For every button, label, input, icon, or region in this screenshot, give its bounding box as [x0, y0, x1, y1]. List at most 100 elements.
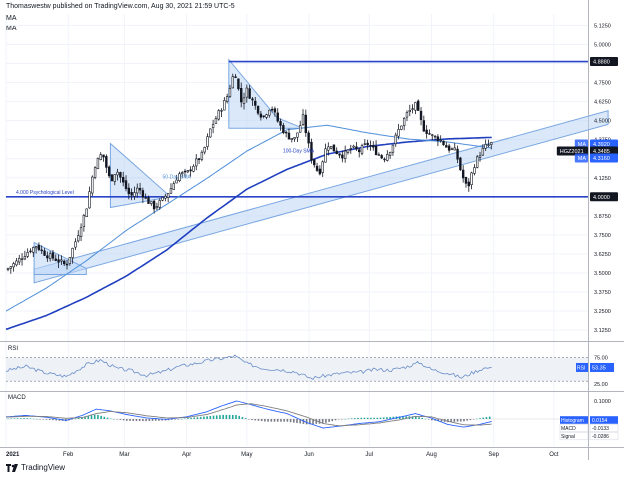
- macd-histogram-bar: [402, 416, 404, 419]
- macd-histogram-bar: [382, 417, 385, 419]
- macd-histogram-bar: [360, 417, 363, 419]
- macd-histogram-bar: [16, 418, 19, 419]
- macd-histogram-bar: [164, 419, 167, 421]
- macd-histogram-bar: [437, 419, 440, 422]
- candle-body: [172, 183, 175, 190]
- macd-histogram-bar: [321, 419, 324, 424]
- price-tag-value: 4.0000: [593, 195, 610, 201]
- candle-body: [54, 258, 57, 261]
- candle-body: [408, 109, 411, 113]
- ma-indicator-label[interactable]: MA: [6, 25, 17, 32]
- candle-body: [360, 145, 364, 154]
- sma50-label: 50-Day SMA: [163, 175, 192, 181]
- macd-histogram-bar: [292, 419, 295, 423]
- macd-histogram-bar: [32, 418, 35, 420]
- macd-histogram-bar: [215, 415, 218, 419]
- macd-histogram-bar: [174, 419, 176, 420]
- macd-histogram-bar: [36, 418, 38, 420]
- candle-body: [200, 151, 204, 160]
- macd-histogram-bar: [379, 417, 382, 419]
- macd-histogram-bar: [209, 415, 212, 419]
- macd-histogram-bar: [84, 416, 86, 419]
- macd-histogram-bar: [103, 416, 106, 419]
- macd-histogram-bar: [219, 415, 221, 419]
- time-axis-label: 2021: [6, 452, 20, 458]
- candle-body: [186, 170, 190, 173]
- rsi-title: RSI: [8, 346, 18, 352]
- rsi-tick-label: 25.00: [594, 382, 608, 388]
- time-axis-label: Sep: [488, 452, 499, 458]
- candle-body: [141, 190, 145, 198]
- macd-histogram-bar: [244, 418, 247, 419]
- macd-histogram-bar: [222, 414, 224, 419]
- macd-histogram-bar: [42, 419, 45, 420]
- macd-title: MACD: [8, 395, 26, 401]
- candle-body: [388, 151, 392, 156]
- macd-histogram-bar: [212, 415, 215, 419]
- candle-body: [341, 154, 344, 159]
- price-tag-value: 4.3160: [593, 156, 610, 162]
- price-tick-label: 4.7500: [594, 81, 611, 87]
- macd-histogram-bar: [363, 417, 366, 419]
- macd-histogram-bar: [138, 419, 141, 422]
- macd-histogram-bar: [193, 417, 196, 419]
- candle-body: [237, 78, 240, 90]
- macd-histogram-bar: [386, 417, 388, 419]
- candle-body: [290, 138, 293, 141]
- candle-body: [374, 145, 378, 155]
- time-axis-label: Feb: [63, 452, 74, 458]
- price-tick-label: 3.3750: [594, 290, 611, 296]
- candle-body: [386, 154, 389, 161]
- candle-body: [279, 121, 282, 126]
- candle-body: [358, 149, 361, 153]
- tradingview-logo[interactable]: TradingView: [6, 463, 65, 472]
- candle-body: [394, 134, 397, 145]
- candle-body: [175, 179, 178, 184]
- macd-histogram-bar: [347, 418, 350, 420]
- candle-body: [225, 96, 229, 102]
- macd-histogram-bar: [280, 419, 282, 422]
- price-tick-label: 3.5000: [594, 271, 611, 277]
- macd-histogram-bar: [177, 419, 179, 420]
- candle-body: [206, 136, 209, 147]
- tradingview-logo-text: TradingView: [21, 463, 66, 472]
- time-axis-label: Oct: [549, 452, 559, 458]
- candle-body: [88, 191, 91, 209]
- ma-indicator-label[interactable]: MA: [6, 15, 17, 22]
- candle-body: [481, 148, 485, 156]
- candle-body: [417, 100, 420, 111]
- macd-histogram-bar: [421, 417, 424, 419]
- candle-body: [57, 259, 60, 263]
- macd-histogram-bar: [183, 418, 186, 419]
- macd-histogram-bar: [254, 419, 257, 421]
- candle-body: [276, 112, 279, 122]
- candle-body: [310, 141, 313, 161]
- candle-body: [231, 76, 234, 89]
- candle-body: [9, 266, 13, 269]
- rsi-tag-label-box: [576, 362, 588, 372]
- candle-body: [299, 125, 302, 133]
- candle-body: [419, 110, 423, 120]
- candle-body: [51, 252, 55, 259]
- macd-histogram-bar: [248, 419, 250, 420]
- candle-body: [377, 154, 381, 156]
- macd-histogram-bar: [366, 417, 369, 419]
- price-tick-label: 5.1250: [594, 23, 611, 29]
- macd-histogram-bar: [488, 416, 491, 419]
- sma100-label: 100-Day SMA: [283, 149, 315, 155]
- macd-histogram-bar: [405, 416, 407, 419]
- macd-histogram-bar: [90, 415, 93, 419]
- candle-body: [211, 124, 215, 128]
- candle-body: [366, 142, 369, 146]
- macd-histogram-bar: [10, 418, 13, 419]
- macd-histogram-bar: [203, 416, 205, 419]
- candle-body: [273, 108, 277, 113]
- price-tag-value: 4.3920: [593, 142, 610, 148]
- candle-body: [473, 167, 476, 174]
- sma100-line: [5, 136, 492, 331]
- candle-body: [113, 174, 116, 182]
- candle-body: [26, 252, 29, 257]
- macd-histogram-bar: [286, 419, 289, 422]
- macd-legend-label: MACD: [561, 426, 576, 432]
